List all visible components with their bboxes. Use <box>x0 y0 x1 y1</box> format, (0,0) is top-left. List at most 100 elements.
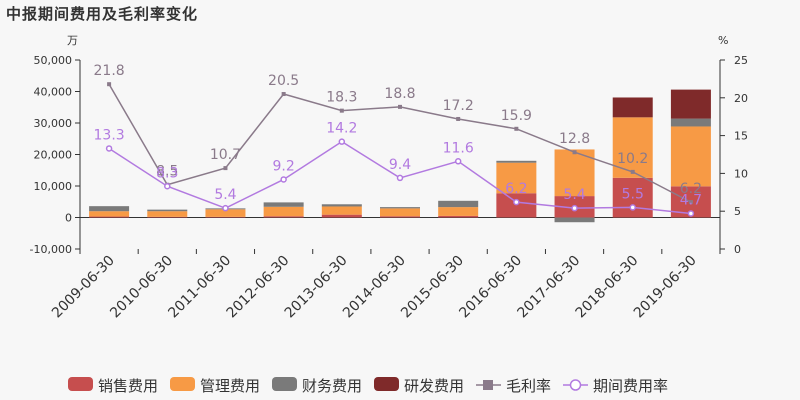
right-tick-label: 25 <box>734 54 748 67</box>
bar-segment <box>438 207 479 216</box>
bar-segment <box>321 206 362 215</box>
data-label: 10.7 <box>210 147 241 163</box>
line-point <box>688 200 693 205</box>
data-label: 14.2 <box>326 121 357 137</box>
line-point <box>338 138 346 145</box>
data-label: 13.3 <box>94 127 125 143</box>
bar-segment <box>147 209 188 212</box>
data-label: 6.2 <box>505 181 527 197</box>
legend-swatch <box>272 377 297 391</box>
line-point <box>456 116 461 121</box>
bar-segment <box>205 216 246 218</box>
left-tick-label: 0 <box>65 212 72 225</box>
bar-segment <box>612 117 653 178</box>
data-label: 6.2 <box>680 181 702 197</box>
legend-label: 研发费用 <box>404 377 464 395</box>
bar-segment <box>321 204 362 207</box>
bar-segment <box>89 206 130 212</box>
right-tick-label: 15 <box>734 130 748 143</box>
data-label: 8.3 <box>156 165 178 181</box>
right-tick-label: 0 <box>734 243 741 256</box>
line-point <box>339 108 344 113</box>
left-axis-unit: 万 <box>67 34 78 47</box>
line-point <box>571 204 578 212</box>
line-point <box>223 166 228 171</box>
line-point <box>398 104 402 109</box>
data-label: 10.2 <box>617 151 648 167</box>
left-tick-label: 30,000 <box>34 117 73 130</box>
bar-segment <box>670 118 711 127</box>
chart-title: 中报期间费用及毛利率变化 <box>6 5 199 23</box>
data-label: 17.2 <box>443 98 474 114</box>
bar-segment <box>263 206 304 217</box>
line-point <box>280 176 287 183</box>
data-label: 4.7 <box>680 192 702 208</box>
data-label: 12.8 <box>559 131 590 147</box>
right-tick-label: 20 <box>734 92 748 105</box>
bar-segment <box>670 89 711 119</box>
series-line <box>108 83 692 203</box>
legend-marker <box>483 380 493 390</box>
left-tick-label: 20,000 <box>34 149 73 162</box>
data-label: 9.4 <box>389 157 411 173</box>
line-point <box>281 92 286 97</box>
line-point <box>513 198 520 206</box>
line-point <box>105 145 113 152</box>
legend-label: 财务费用 <box>302 377 362 395</box>
bar-segment <box>380 216 420 218</box>
legend-label: 管理费用 <box>200 377 260 395</box>
data-label: 11.6 <box>443 140 474 156</box>
legend-swatch <box>170 377 195 391</box>
data-label: 8.5 <box>156 164 178 180</box>
right-tick-label: 10 <box>734 167 748 180</box>
line-point <box>687 210 695 217</box>
legend-label: 期间费用率 <box>593 377 668 395</box>
bar-segment <box>147 216 188 218</box>
right-tick-label: 5 <box>734 205 741 218</box>
line-point <box>222 204 229 212</box>
left-tick-label: -10,000 <box>30 243 72 256</box>
line-point <box>107 82 112 87</box>
x-tick-label: 2019-06-30 <box>631 253 700 322</box>
bar-segment <box>438 200 479 208</box>
bar-segment <box>263 202 304 207</box>
bar-segment <box>554 217 595 223</box>
line-point <box>164 183 171 190</box>
bar-segment <box>496 160 537 163</box>
line-point <box>396 174 404 182</box>
data-label: 18.3 <box>326 90 357 106</box>
line-point <box>514 126 519 131</box>
left-tick-label: 40,000 <box>34 86 73 99</box>
bar-segment <box>612 97 653 118</box>
data-label: 21.8 <box>94 63 125 79</box>
legend-swatch <box>68 377 93 391</box>
data-label: 20.5 <box>268 73 299 89</box>
line-point <box>572 150 577 155</box>
bar-segment <box>496 162 537 194</box>
left-tick-label: 50,000 <box>34 54 73 67</box>
line-point <box>630 169 635 174</box>
legend-label: 毛利率 <box>506 377 551 395</box>
data-label: 18.8 <box>384 86 415 102</box>
data-label: 15.9 <box>501 108 532 124</box>
bar-segment <box>380 208 420 217</box>
legend-marker <box>569 379 582 391</box>
bar-segment <box>89 216 130 218</box>
data-label: 5.5 <box>622 186 644 202</box>
bar-segment <box>89 211 130 217</box>
bar-segment <box>321 214 362 218</box>
bar-segment <box>205 209 246 217</box>
bar-segment <box>263 216 304 218</box>
bar-segment <box>380 207 420 209</box>
data-label: 5.4 <box>214 187 236 203</box>
line-point <box>454 158 462 165</box>
right-axis-unit: % <box>718 34 728 47</box>
legend-swatch <box>374 377 399 391</box>
left-tick-label: 10,000 <box>34 180 73 193</box>
data-label: 9.2 <box>273 158 295 174</box>
bar-segment <box>147 211 188 217</box>
bar-segment <box>438 215 479 218</box>
bar-segment <box>670 126 711 187</box>
bar-segment <box>612 177 653 218</box>
